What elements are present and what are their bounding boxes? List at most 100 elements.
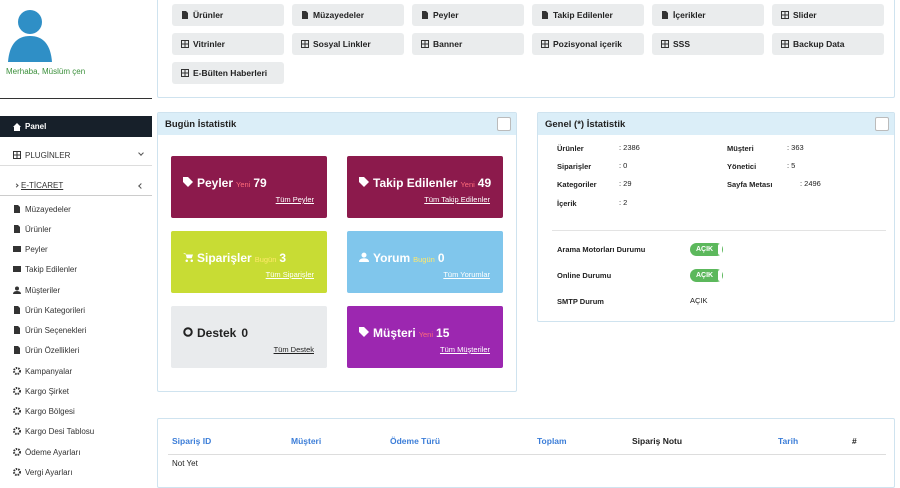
status-value: AÇIK (690, 296, 708, 305)
icon (13, 387, 21, 395)
menu-item[interactable]: Ürün Özellikleri (0, 340, 152, 360)
card-link[interactable]: Tüm Destek (273, 345, 314, 354)
toggle[interactable]: AÇIK (690, 243, 723, 256)
icon (541, 40, 549, 48)
stat-value: : 0 (619, 161, 628, 170)
nav-button[interactable]: SSS (652, 33, 764, 55)
card-label: Yorum (373, 251, 411, 265)
menu-item[interactable]: PLUGİNLER (0, 145, 152, 166)
nav-button[interactable]: İçerikler (652, 4, 764, 26)
icon (359, 327, 369, 337)
nav-button[interactable]: E-Bülten Haberleri (172, 62, 284, 84)
icon (13, 407, 21, 415)
menu-item[interactable]: Panel (0, 116, 152, 137)
menu-item[interactable]: E-TİCARET (0, 175, 152, 196)
menu-label: Ödeme Ayarları (25, 447, 81, 457)
column-header: Sipariş Notu (632, 436, 683, 446)
toggle-label: AÇIK (696, 272, 714, 279)
menu-item[interactable]: Müzayedeler (0, 199, 152, 219)
icon (183, 253, 193, 262)
status-label: SMTP Durum (557, 297, 604, 306)
card-tag: Bugün (254, 255, 277, 264)
stat-value: : 363 (787, 143, 804, 152)
nav-button[interactable]: Takip Edilenler (532, 4, 644, 26)
button-label: E-Bülten Haberleri (193, 68, 268, 78)
nav-button[interactable]: Vitrinler (172, 33, 284, 55)
menu-label: Kargo Desi Tablosu (25, 426, 95, 436)
icon (181, 40, 189, 48)
icon (13, 367, 21, 375)
card-link[interactable]: Tüm Peyler (275, 195, 314, 204)
stat-value: : 5 (787, 161, 796, 170)
collapse-button[interactable] (875, 117, 889, 131)
menu-item[interactable]: Takip Edilenler (0, 259, 152, 279)
stat-label: Yönetici (727, 162, 757, 171)
collapse-button[interactable] (497, 117, 511, 131)
icon (302, 11, 308, 19)
card-value: 0 (241, 326, 249, 340)
menu-label: Takip Edilenler (25, 264, 78, 274)
menu-item[interactable]: Müşteriler (0, 280, 152, 300)
stat-label: İçerik (557, 199, 577, 208)
menu-item[interactable]: Kargo Şirket (0, 381, 152, 401)
stat-label: Müşteri (727, 144, 754, 153)
card-link[interactable]: Tüm Siparişler (265, 270, 314, 279)
menu-item[interactable]: Ürün Seçenekleri (0, 320, 152, 340)
menu-item[interactable]: Ürünler (0, 219, 152, 239)
stat-value: : 2386 (619, 143, 640, 152)
menu-label: Vergi Ayarları (25, 467, 73, 477)
card-title: Müşteri Yeni 15 (359, 326, 449, 340)
icon (14, 346, 20, 354)
chevron (138, 150, 144, 156)
icon (182, 11, 188, 19)
menu-item[interactable]: Peyler (0, 239, 152, 259)
column-header[interactable]: Müşteri (291, 436, 322, 446)
icon (301, 40, 309, 48)
toggle-knob (718, 244, 722, 255)
nav-button[interactable]: Pozisyonal içerik (532, 33, 644, 55)
menu-label: Kampanyalar (25, 366, 73, 376)
menu-item[interactable]: Kampanyalar (0, 361, 152, 381)
card-title: Peyler Yeni 79 (183, 176, 267, 190)
general-stats-panel: Genel (*) İstatistik (537, 112, 895, 322)
card-link[interactable]: Tüm Müşteriler (439, 345, 490, 354)
column-header[interactable]: Toplam (537, 436, 567, 446)
nav-button[interactable]: Slider (772, 4, 884, 26)
toggle-knob (718, 270, 722, 281)
menu-item[interactable]: Kargo Desi Tablosu (0, 421, 152, 441)
menu-label: Kargo Bölgesi (25, 406, 75, 416)
icon (422, 11, 428, 19)
card-link[interactable]: Tüm Takip Edilenler (424, 195, 490, 204)
menu-item[interactable]: Ödeme Ayarları (0, 442, 152, 462)
icon (13, 468, 21, 476)
column-header[interactable]: Tarih (778, 436, 799, 446)
nav-button[interactable]: Peyler (412, 4, 524, 26)
column-header[interactable]: Ödeme Türü (390, 436, 441, 446)
stat-card: Yorum Bugün 0 Tüm Yorumlar (347, 231, 503, 293)
status-label: Online Durumu (557, 271, 612, 280)
card-title: Takip Edilenler Yeni 49 (359, 176, 491, 190)
nav-button[interactable]: Ürünler (172, 4, 284, 26)
nav-button[interactable]: Banner (412, 33, 524, 55)
column-header[interactable]: Sipariş ID (172, 436, 212, 446)
toggle[interactable]: AÇIK (690, 269, 723, 282)
divider (0, 98, 152, 99)
menu-item[interactable]: Ürün Kategorileri (0, 300, 152, 320)
card-link[interactable]: Tüm Yorumlar (443, 270, 490, 279)
icon (13, 122, 21, 131)
icon (14, 205, 20, 213)
nav-button[interactable]: Backup Data (772, 33, 884, 55)
nav-button[interactable]: Sosyal Linkler (292, 33, 404, 55)
button-label: Peyler (433, 10, 459, 20)
toggle-label: AÇIK (696, 246, 714, 253)
menu-label: Ürünler (25, 224, 52, 234)
icon (13, 448, 21, 456)
card-value: 79 (253, 176, 267, 190)
menu-item[interactable]: Kargo Bölgesi (0, 401, 152, 421)
menu-label: Ürün Özellikleri (25, 345, 80, 355)
card-value: 3 (279, 251, 287, 265)
chevron (138, 183, 144, 189)
card-title: Yorum Bugün 0 (359, 251, 445, 265)
nav-button[interactable]: Müzayedeler (292, 4, 404, 26)
menu-item[interactable]: Vergi Ayarları (0, 462, 152, 482)
